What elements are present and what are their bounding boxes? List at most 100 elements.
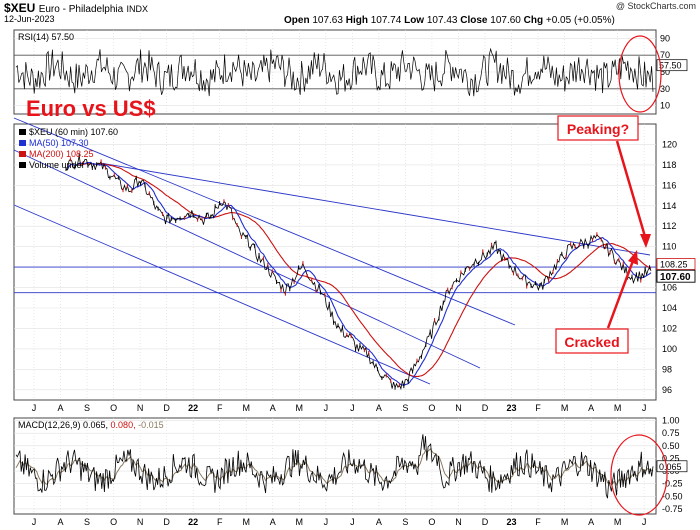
low-value: 107.43 <box>426 15 458 26</box>
price-trend-channel-line <box>13 117 516 326</box>
exchange-label: INDX <box>126 4 149 14</box>
ma200-value-box <box>656 258 696 270</box>
ohlc-readout: Open 107.63 High 107.74 Low 107.43 Close… <box>284 15 615 26</box>
x-tick-label: N <box>137 403 144 413</box>
rsi-tick-label: 10 <box>660 101 670 111</box>
x-tick-label: 23 <box>507 403 517 413</box>
chart-date: 12-Jun-2023 <box>4 14 55 24</box>
macd-panel-frame <box>13 417 657 515</box>
instrument-name: Euro - Philadelphia <box>38 4 124 15</box>
x-tick-label: M <box>242 403 250 413</box>
price-tick-label: 118 <box>662 160 676 170</box>
macd-legend: MACD(12,26,9) 0.065, 0.080, -0.015 <box>18 420 164 430</box>
x-tick-label: M <box>296 403 304 413</box>
price-tick-label: 116 <box>662 180 676 190</box>
macd-highlight-circle <box>610 434 668 516</box>
change-value: +0.05 (+0.05%) <box>545 15 615 26</box>
cracked-callout-box <box>555 328 629 354</box>
x-tick-label: A <box>58 403 64 413</box>
x-tick-label: M <box>296 517 304 527</box>
x-tick-label: F <box>535 403 541 413</box>
macd-tick-label: 0.50 <box>662 441 680 451</box>
x-tick-label: J <box>350 403 355 413</box>
price-tick-label: 112 <box>662 221 676 231</box>
x-tick-label: J <box>32 517 37 527</box>
price-tick-label: 114 <box>662 201 676 211</box>
x-tick-label: M <box>614 403 622 413</box>
x-tick-label: A <box>270 403 276 413</box>
ma50-line <box>65 161 652 387</box>
price-series-line <box>65 155 652 391</box>
macd-tick-label: 0.25 <box>662 453 680 463</box>
price-value-box <box>656 269 696 283</box>
x-tick-label: O <box>110 403 117 413</box>
x-tick-label: F <box>217 517 223 527</box>
price-legend-swatch <box>19 151 26 157</box>
x-tick-label: O <box>110 517 117 527</box>
rsi-series-line <box>15 47 654 97</box>
x-tick-label: M <box>614 517 622 527</box>
change-label: Chg <box>523 15 544 26</box>
price-trend-channel-line <box>13 204 431 385</box>
cracked-arrow-head <box>628 250 638 265</box>
close-label: Close <box>460 15 488 26</box>
x-tick-label: M <box>561 517 569 527</box>
price-legend-entry: $XEU (60 min) 107.60 <box>29 127 118 137</box>
x-tick-label: A <box>270 517 276 527</box>
x-tick-label: A <box>376 403 382 413</box>
x-tick-label: 22 <box>188 517 198 527</box>
price-tick-label: 110 <box>662 242 676 252</box>
macd-tick-label: -0.75 <box>662 504 683 514</box>
x-tick-label: O <box>428 403 435 413</box>
x-tick-label: N <box>455 403 462 413</box>
price-tick-label: 104 <box>662 303 677 313</box>
macd-tick-label: -0.50 <box>662 491 683 501</box>
macd-value-label: 0.065 <box>659 462 682 472</box>
price-trend-channel-line <box>13 149 481 369</box>
x-tick-label: F <box>535 517 541 527</box>
x-tick-label: F <box>217 403 223 413</box>
copyright-label: @ StockCharts.com <box>615 1 696 11</box>
rsi-legend: RSI(14) 57.50 <box>18 32 74 42</box>
rsi-tick-label: 30 <box>660 84 670 94</box>
symbol-label: $XEU <box>4 1 36 15</box>
high-value: 107.74 <box>370 15 402 26</box>
x-tick-label: D <box>163 517 170 527</box>
x-tick-label: A <box>376 517 382 527</box>
x-tick-label: 23 <box>507 517 517 527</box>
close-value: 107.60 <box>490 15 521 26</box>
x-tick-label: M <box>561 403 569 413</box>
price-tick-label: 98 <box>662 364 672 374</box>
x-tick-label: O <box>428 517 435 527</box>
peaking-callout-label: Peaking? <box>567 121 629 137</box>
rsi-tick-label: 90 <box>660 33 670 43</box>
rsi-value-label: 57.50 <box>659 61 682 71</box>
low-label: Low <box>404 15 425 26</box>
price-legend-swatch <box>19 162 26 168</box>
price-value-label: 107.60 <box>660 272 691 283</box>
x-tick-label: S <box>84 517 90 527</box>
price-tick-label: 106 <box>662 283 677 293</box>
cracked-callout-label: Cracked <box>564 334 619 350</box>
cracked-arrow-line <box>606 257 636 329</box>
macd-tick-label: 0.75 <box>662 428 680 438</box>
x-tick-label: S <box>402 403 408 413</box>
macd-value-box <box>656 460 688 473</box>
rsi-highlight-circle <box>618 35 662 113</box>
open-value: 107.63 <box>312 15 343 26</box>
peaking-callout-box <box>557 115 639 141</box>
price-trend-channel-line <box>99 162 651 256</box>
peaking-arrow-line <box>615 140 648 241</box>
x-tick-label: J <box>324 403 329 413</box>
x-tick-label: N <box>137 517 144 527</box>
x-tick-label: A <box>588 517 594 527</box>
price-tick-label: 100 <box>662 344 677 354</box>
x-tick-label: D <box>482 517 489 527</box>
x-tick-label: 22 <box>188 403 198 413</box>
price-legend-entry: Volume undef <box>29 160 85 170</box>
x-tick-label: A <box>58 517 64 527</box>
x-tick-label: J <box>324 517 329 527</box>
macd-tick-label: 1.00 <box>662 416 680 426</box>
rsi-tick-label: 70 <box>660 50 670 60</box>
